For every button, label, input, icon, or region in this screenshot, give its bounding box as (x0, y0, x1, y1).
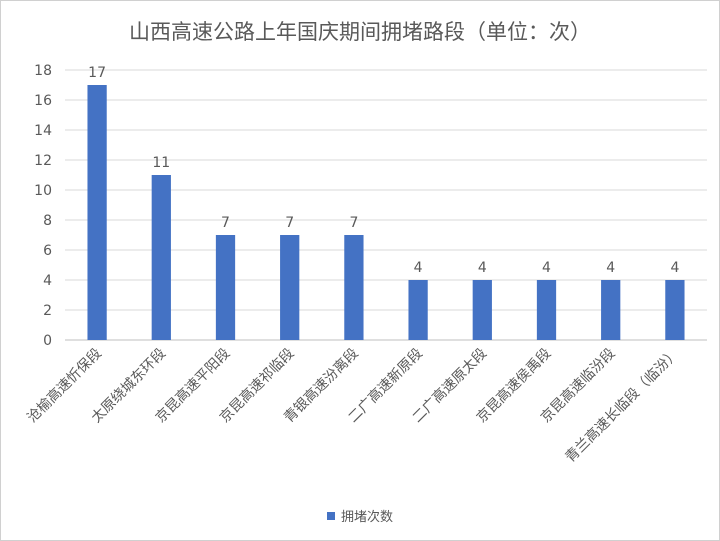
bar (151, 175, 171, 340)
data-label: 4 (670, 260, 679, 276)
bar (280, 235, 300, 340)
x-axis-tick-labels: 沧榆高速忻保段太原绕城东环段京昆高速平阳段京昆高速祁临段青银高速汾离段二广高速新… (24, 345, 683, 466)
y-tick-label: 10 (34, 183, 52, 199)
y-tick-label: 12 (34, 153, 52, 169)
bar (215, 235, 236, 340)
bar (87, 85, 107, 340)
legend-label: 拥堵次数 (340, 510, 393, 525)
bar (408, 280, 428, 340)
data-label: 7 (349, 215, 358, 231)
gridlines (65, 69, 707, 341)
data-label: 7 (221, 215, 230, 231)
data-label: 7 (285, 215, 294, 231)
y-tick-label: 4 (43, 273, 52, 289)
y-tick-label: 2 (43, 303, 52, 319)
y-tick-label: 6 (43, 243, 52, 259)
data-label: 4 (542, 260, 551, 276)
legend: 拥堵次数 (0, 506, 720, 525)
x-tick-label: 青兰高速长临段（临汾） (562, 345, 683, 466)
y-tick-label: 14 (34, 123, 52, 139)
y-tick-label: 8 (43, 213, 52, 229)
data-label: 4 (606, 260, 615, 276)
y-axis-tick-labels: 0 2 4 6 8 10 12 14 16 18 (34, 63, 52, 349)
y-tick-label: 18 (34, 63, 52, 79)
bar (665, 280, 685, 340)
data-label: 4 (414, 260, 423, 276)
bars (87, 85, 685, 340)
bar (344, 235, 364, 340)
chart-title: 山西高速公路上年国庆期间拥堵路段（单位：次） (129, 20, 591, 44)
data-label: 4 (478, 260, 487, 276)
data-label: 17 (88, 65, 106, 81)
y-tick-label: 0 (43, 333, 52, 349)
y-tick-label: 16 (34, 93, 52, 109)
bar (601, 280, 621, 340)
data-labels: 17 11 7 7 7 4 4 4 4 4 (88, 65, 679, 276)
bar (536, 280, 557, 340)
legend-swatch (326, 511, 335, 520)
bar (472, 280, 492, 340)
data-label: 11 (152, 155, 170, 171)
